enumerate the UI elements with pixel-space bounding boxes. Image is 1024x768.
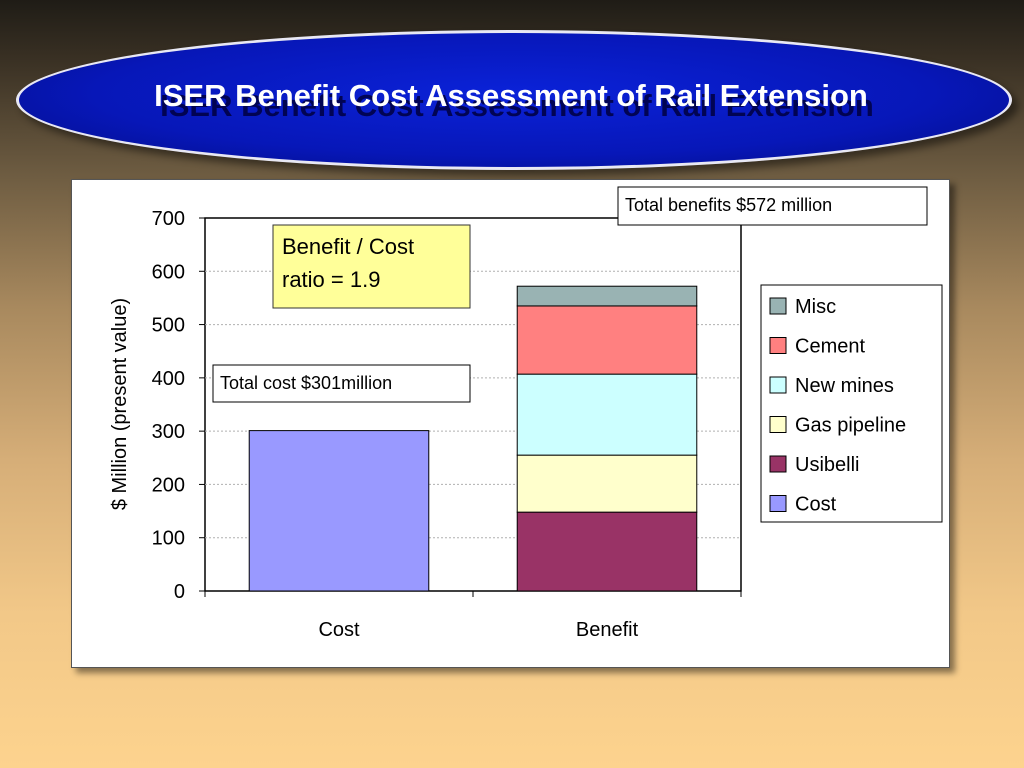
y-axis-ticks: 0 100 200 300 400 500 600 700 bbox=[152, 208, 205, 603]
legend-box bbox=[760, 284, 943, 523]
total-benefits-label: Total benefits $572 million bbox=[625, 195, 832, 215]
legend-swatch bbox=[769, 297, 787, 315]
ratio-line1: Benefit / Cost bbox=[282, 234, 414, 259]
bar-segment-misc bbox=[516, 285, 698, 307]
total-cost-label: Total cost $301million bbox=[220, 373, 392, 393]
y-tick-label: 0 bbox=[174, 581, 185, 603]
legend-label: Misc bbox=[795, 296, 836, 318]
y-tick-label: 100 bbox=[152, 528, 185, 550]
slide-title: ISER Benefit Cost Assessment of Rail Ext… bbox=[154, 78, 868, 113]
y-tick-label: 200 bbox=[152, 474, 185, 496]
legend-swatch bbox=[769, 416, 787, 433]
legend-label: Usibelli bbox=[795, 454, 859, 476]
bar-segment-gas-pipeline bbox=[516, 454, 698, 513]
y-tick-label: 300 bbox=[152, 421, 185, 443]
total-cost-box bbox=[212, 364, 471, 403]
bar-segment-cost bbox=[248, 430, 430, 592]
bars bbox=[248, 285, 698, 592]
chart-frame: 0 100 200 300 400 500 600 700 Cost Benefit $ Mil… bbox=[71, 179, 950, 668]
legend-swatch bbox=[769, 455, 787, 473]
legend-swatch bbox=[769, 376, 787, 394]
bar-segment-usibelli bbox=[516, 511, 698, 592]
legend-label: Cost bbox=[795, 494, 837, 516]
bar-segment-new-mines bbox=[516, 373, 698, 456]
ratio-box bbox=[272, 224, 471, 309]
y-tick-label: 600 bbox=[152, 261, 185, 283]
title-oval bbox=[16, 30, 1012, 170]
legend: Misc Cement New mines Gas pipeline Usibelli C… bbox=[769, 296, 906, 516]
legend-swatch bbox=[769, 337, 787, 354]
ratio-line2: ratio = 1.9 bbox=[282, 267, 380, 292]
total-benefits-box bbox=[617, 186, 928, 226]
y-tick-label: 700 bbox=[152, 208, 185, 230]
stacked-bar-chart: 0 100 200 300 400 500 600 700 Cost Benefit $ Mil… bbox=[109, 186, 943, 641]
legend-label: Gas pipeline bbox=[795, 415, 906, 437]
legend-swatch bbox=[769, 495, 787, 512]
y-axis-label: $ Million (present value) bbox=[109, 298, 131, 510]
x-tick-label: Cost bbox=[318, 619, 360, 641]
legend-label: New mines bbox=[795, 375, 894, 397]
x-tick-label: Benefit bbox=[576, 619, 639, 641]
y-tick-label: 500 bbox=[152, 315, 185, 337]
bar-segment-cement bbox=[516, 305, 698, 375]
x-axis-ticks: Cost Benefit bbox=[204, 591, 742, 641]
title-shadow: ISER Benefit Cost Assessment of Rail Ext… bbox=[160, 88, 874, 123]
legend-label: Cement bbox=[795, 336, 865, 358]
y-tick-label: 400 bbox=[152, 368, 185, 390]
